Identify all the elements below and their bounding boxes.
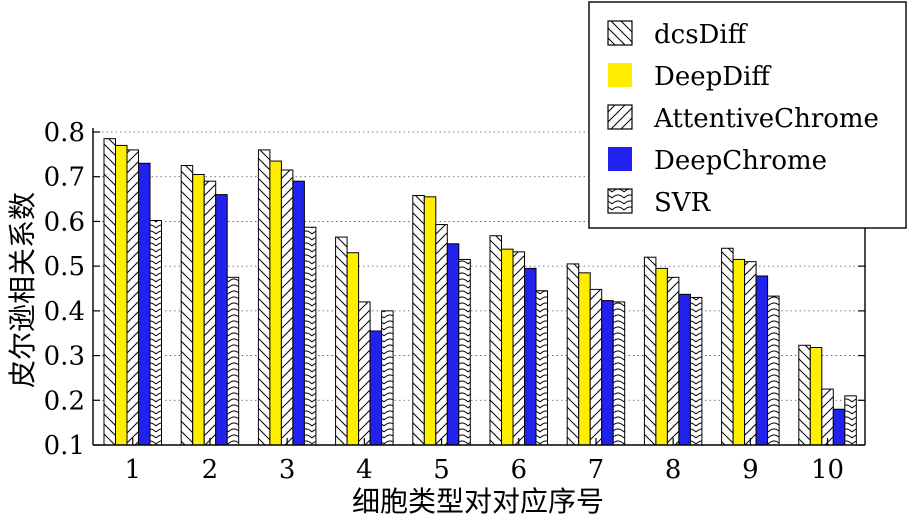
bar-deepdiff-3 xyxy=(269,160,282,446)
bar-deepchrome-8 xyxy=(678,293,691,446)
bar-deepchrome-4 xyxy=(369,330,383,446)
bar-svr-6 xyxy=(535,290,548,446)
bar-attentivechrome-10 xyxy=(821,388,834,446)
bar-svr-4 xyxy=(381,310,394,446)
bar-deepdiff-6 xyxy=(501,248,514,446)
bar-deepdiff-10 xyxy=(809,347,823,446)
bar-dcsdiff-6 xyxy=(489,235,502,446)
bar-dcsdiff-9 xyxy=(721,247,734,446)
legend-swatch-attentivechrome xyxy=(607,104,633,130)
bar-attentivechrome-7 xyxy=(589,288,603,446)
bar-attentivechrome-4 xyxy=(358,301,371,446)
bar-deepdiff-9 xyxy=(732,258,746,446)
y-axis-label: 皮尔逊相关系数 xyxy=(6,192,39,388)
bars xyxy=(103,138,857,446)
legend: dcsDiff DeepDiff AttentiveChrome DeepChrome… xyxy=(588,1,907,229)
bar-svr-1 xyxy=(149,220,162,446)
legend-box xyxy=(588,1,907,229)
bar-svr-9 xyxy=(767,295,780,446)
x-tick-label: 2 xyxy=(202,455,219,485)
bar-dcsdiff-8 xyxy=(643,256,657,446)
y-tick-label: 0.5 xyxy=(44,252,85,282)
bar-svr-5 xyxy=(458,258,471,446)
bar-svr-3 xyxy=(303,226,317,446)
x-tick-label: 4 xyxy=(356,455,373,485)
bar-attentivechrome-5 xyxy=(435,224,448,446)
x-axis-label: 细胞类型对对应序号 xyxy=(352,485,604,518)
axes: 0.1 0.2 0.3 0.4 0.5 0.6 0.7 0.8 1 2 3 4 5 6 7 8 9 10 xyxy=(44,118,866,485)
legend-swatch-deepchrome xyxy=(608,147,632,171)
bar-deepdiff-2 xyxy=(192,173,205,446)
bar-deepdiff-7 xyxy=(578,272,591,446)
bar-attentivechrome-9 xyxy=(744,261,757,446)
bar-deepchrome-7 xyxy=(601,300,614,446)
x-tick-label: 3 xyxy=(279,455,296,485)
legend-label-attentivechrome: AttentiveChrome xyxy=(653,104,879,134)
x-tick-label: 8 xyxy=(665,455,682,485)
y-tick-label: 0.7 xyxy=(44,163,85,193)
legend-label-deepchrome: DeepChrome xyxy=(654,146,827,176)
x-tick-label: 1 xyxy=(124,455,141,485)
y-tick-label: 0.1 xyxy=(44,431,85,461)
bar-attentivechrome-8 xyxy=(666,276,680,446)
legend-swatch-deepdiff xyxy=(608,63,632,87)
y-tick-label: 0.8 xyxy=(44,118,85,148)
bar-deepdiff-1 xyxy=(115,144,128,446)
bar-attentivechrome-2 xyxy=(203,180,217,446)
bar-dcsdiff-7 xyxy=(566,263,580,446)
legend-swatch-dcsdiff xyxy=(607,20,633,46)
bar-deepdiff-5 xyxy=(423,196,437,446)
bar-deepchrome-5 xyxy=(446,243,460,446)
bar-deepdiff-4 xyxy=(346,252,360,446)
x-tick-label: 9 xyxy=(742,455,759,485)
bar-svr-7 xyxy=(612,301,626,446)
bar-deepdiff-8 xyxy=(655,267,668,446)
bar-attentivechrome-3 xyxy=(280,169,294,446)
x-tick-label: 6 xyxy=(510,455,527,485)
legend-label-svr: SVR xyxy=(654,188,712,218)
y-tick-label: 0.4 xyxy=(44,297,85,327)
bar-dcsdiff-3 xyxy=(257,149,271,446)
bar-dcsdiff-1 xyxy=(103,138,116,446)
bar-svr-8 xyxy=(689,296,703,446)
y-tick-label: 0.3 xyxy=(44,342,85,372)
bar-attentivechrome-1 xyxy=(126,149,139,446)
bar-attentivechrome-6 xyxy=(512,251,525,446)
bar-deepchrome-10 xyxy=(832,408,846,446)
bar-dcsdiff-10 xyxy=(798,344,811,446)
x-tick-label: 10 xyxy=(811,455,844,485)
bar-dcsdiff-2 xyxy=(180,165,194,446)
bar-svr-10 xyxy=(844,395,857,446)
bar-deepchrome-1 xyxy=(138,162,151,446)
y-tick-label: 0.6 xyxy=(44,207,85,237)
legend-label-deepdiff: DeepDiff xyxy=(654,62,772,92)
y-tick-label: 0.2 xyxy=(44,386,85,416)
x-tick-label: 7 xyxy=(588,455,605,485)
legend-label-dcsdiff: dcsDiff xyxy=(654,20,749,50)
bar-dcsdiff-5 xyxy=(412,194,425,446)
bar-deepchrome-3 xyxy=(292,180,305,446)
bar-svr-2 xyxy=(226,276,240,446)
bar-dcsdiff-4 xyxy=(335,236,348,446)
bar-deepchrome-9 xyxy=(755,275,769,446)
legend-swatch-svr xyxy=(607,188,633,214)
bar-deepchrome-2 xyxy=(215,194,228,446)
bar-deepchrome-6 xyxy=(524,267,537,446)
x-tick-label: 5 xyxy=(433,455,450,485)
